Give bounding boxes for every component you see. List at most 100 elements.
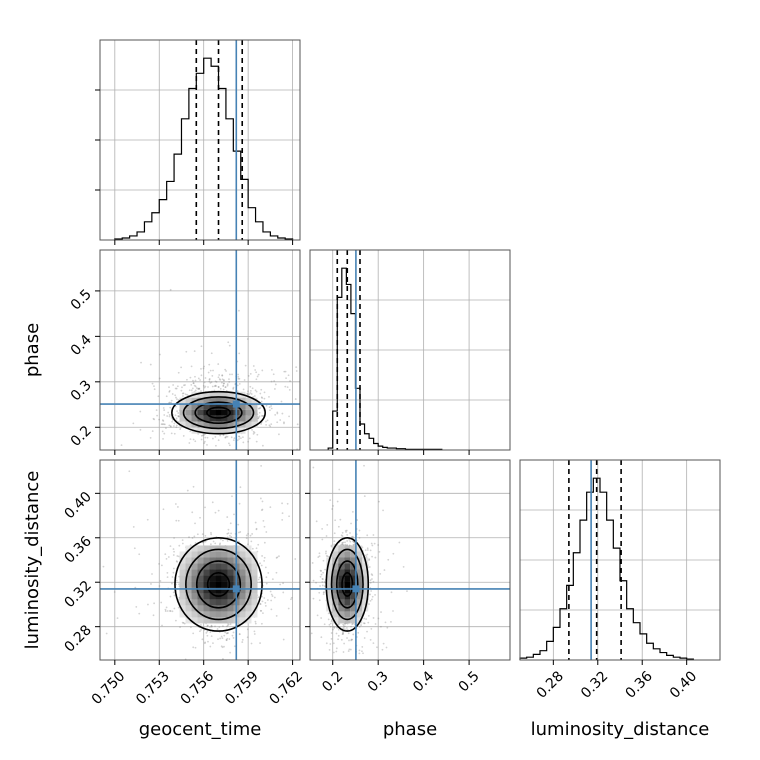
density-cell — [251, 593, 258, 600]
scatter-point — [281, 512, 284, 515]
scatter-point — [175, 426, 178, 429]
scatter-point — [333, 532, 336, 535]
scatter-point — [195, 387, 198, 389]
scatter-point — [259, 603, 262, 606]
scatter-point — [230, 532, 232, 535]
scatter-point — [254, 620, 257, 623]
density-cell — [221, 421, 228, 428]
scatter-point — [221, 374, 224, 377]
scatter-point — [218, 378, 221, 380]
density-cell — [191, 563, 198, 570]
scatter-point — [226, 383, 229, 386]
scatter-point — [257, 407, 260, 410]
scatter-point — [204, 534, 207, 537]
density-cell — [221, 557, 228, 564]
density-cell — [197, 605, 204, 612]
density-cell — [245, 397, 252, 404]
panel-frame — [99, 249, 301, 451]
scatter-point — [319, 575, 322, 578]
scatter-point — [329, 622, 332, 625]
density-cell — [251, 611, 258, 618]
scatter-point — [330, 632, 333, 634]
scatter-point — [372, 580, 375, 583]
density-cell — [185, 617, 192, 624]
density-cell — [209, 587, 216, 594]
scatter-point — [350, 717, 352, 719]
scatter-point — [221, 637, 224, 640]
density-cell — [227, 563, 234, 570]
density-cell — [215, 397, 222, 404]
y-tick-label: 0.36 — [61, 533, 94, 566]
density-cell — [239, 403, 246, 410]
scatter-point — [251, 533, 254, 535]
density-cell — [179, 593, 186, 600]
scatter-point — [173, 432, 176, 435]
scatter-point — [352, 633, 355, 636]
density-cell — [251, 605, 258, 612]
scatter-point — [206, 624, 209, 627]
scatter-point — [193, 535, 196, 538]
scatter-point — [320, 636, 323, 639]
scatter-point — [155, 409, 158, 412]
scatter-point — [190, 626, 192, 629]
scatter-point — [250, 642, 253, 645]
scatter-point — [179, 428, 182, 431]
scatter-point — [328, 648, 331, 651]
density-cell — [251, 563, 258, 570]
density-cell — [338, 557, 345, 564]
scatter-point — [297, 667, 299, 669]
scatter-point — [368, 558, 371, 561]
scatter-point — [261, 555, 263, 557]
density-cell — [203, 415, 210, 422]
scatter-point — [232, 387, 235, 390]
x-tick-label: 0.36 — [622, 668, 655, 701]
scatter-point — [351, 510, 354, 513]
density-cell — [332, 587, 339, 594]
scatter-point — [325, 439, 327, 441]
scatter-point — [242, 441, 245, 444]
scatter-point — [236, 439, 239, 442]
density-cell — [209, 545, 216, 552]
scatter-point — [261, 397, 264, 399]
scatter-point — [260, 622, 263, 625]
y-axis-title-phase: phase — [22, 323, 43, 377]
scatter-point — [313, 491, 315, 493]
scatter-point — [184, 393, 187, 396]
scatter-point — [366, 534, 369, 537]
scatter-point — [223, 382, 225, 385]
scatter-point — [379, 625, 382, 628]
density-cell — [356, 545, 363, 552]
scatter-point — [260, 414, 263, 417]
scatter-point — [204, 385, 207, 388]
scatter-point — [158, 585, 161, 587]
scatter-point — [265, 420, 267, 423]
scatter-point — [353, 541, 356, 544]
scatter-point — [372, 642, 375, 645]
scatter-point — [364, 549, 367, 552]
scatter-point — [176, 555, 179, 557]
scatter-point — [128, 470, 131, 473]
scatter-point — [261, 369, 264, 372]
scatter-point — [329, 625, 332, 628]
scatter-point — [367, 621, 370, 624]
scatter-point — [190, 365, 193, 368]
x-tick-label: 0.2 — [319, 668, 346, 695]
density-cell — [179, 599, 186, 606]
joint-content — [100, 460, 315, 660]
scatter-point — [181, 392, 184, 395]
density-cell — [245, 545, 252, 552]
density-cell — [215, 581, 222, 588]
scatter-point — [376, 646, 378, 649]
density-cell — [203, 551, 210, 558]
scatter-point — [278, 433, 280, 436]
scatter-point — [212, 437, 214, 440]
scatter-point — [385, 646, 388, 649]
scatter-point — [343, 623, 346, 625]
scatter-point — [178, 544, 181, 547]
scatter-point — [217, 363, 220, 365]
scatter-point — [226, 532, 229, 535]
scatter-point — [321, 584, 324, 587]
scatter-point — [171, 393, 174, 395]
scatter-point — [251, 387, 254, 390]
scatter-point — [288, 415, 290, 418]
